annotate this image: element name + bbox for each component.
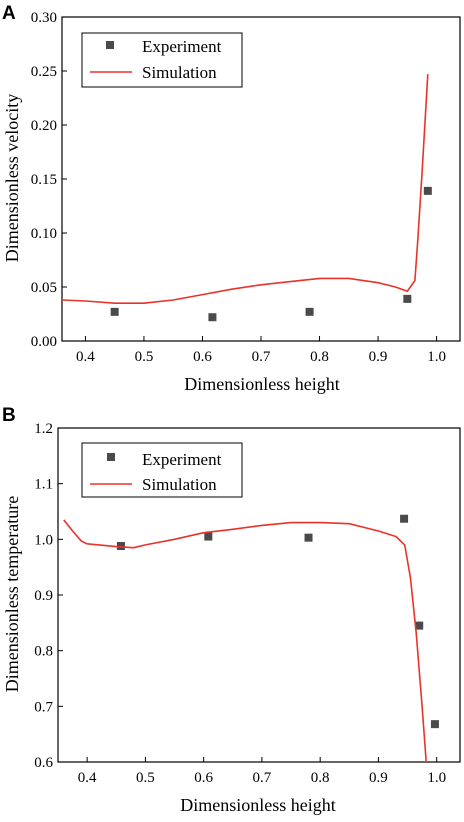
y-tick-label: 0.7	[34, 699, 53, 715]
x-tick-label: 0.9	[369, 349, 388, 365]
legend: Experiment Simulation	[81, 32, 243, 88]
experiment-point	[208, 313, 217, 322]
y-tick-label: 1.2	[34, 421, 53, 437]
x-axis-title: Dimensionless height	[184, 374, 340, 394]
legend-label-simulation: Simulation	[142, 475, 217, 494]
experiment-point	[304, 533, 313, 542]
y-tick-label: 0.10	[31, 226, 57, 242]
legend-box	[81, 442, 243, 498]
experiment-point	[305, 307, 314, 316]
simulation-line	[63, 519, 427, 762]
panel-label-b: B	[2, 405, 16, 426]
y-tick-label: 1.1	[34, 477, 53, 493]
y-tick-label: 0.20	[31, 118, 57, 134]
x-tick-label: 0.4	[78, 770, 97, 786]
y-axis-title: Dimensionless temperature	[2, 496, 22, 692]
panel-label-a: A	[2, 3, 16, 24]
x-tick-label: 0.6	[193, 349, 212, 365]
legend-box	[81, 32, 243, 88]
simulation-line	[62, 74, 429, 305]
x-tick-label: 0.9	[369, 770, 388, 786]
experiment-point	[204, 532, 213, 541]
legend: Experiment Simulation	[81, 442, 243, 498]
x-tick-label: 0.5	[135, 349, 154, 365]
legend-label-experiment: Experiment	[142, 37, 222, 56]
plot-area: 0.4 0.5 0.6 0.7 0.8 0.9 1.0 0.6 0.7 0.8 0.9 1.0 1.1 1…	[34, 421, 461, 786]
experiment-point	[110, 307, 119, 316]
x-tick-label: 0.4	[76, 349, 95, 365]
x-tick-label: 1.0	[427, 349, 446, 365]
y-tick-label: 0.05	[31, 280, 57, 296]
y-tick-label: 0.30	[31, 10, 57, 26]
y-tick-label: 0.25	[31, 64, 57, 80]
x-axis-title: Dimensionless height	[180, 795, 336, 815]
experiment-point	[116, 542, 125, 551]
experiment-point	[403, 294, 412, 303]
legend-marker-experiment	[107, 453, 115, 461]
x-tick-label: 1.0	[427, 770, 446, 786]
x-tick-label: 0.8	[310, 349, 329, 365]
y-tick-label: 0.9	[34, 588, 53, 604]
x-tick-label: 0.8	[311, 770, 330, 786]
legend-marker-experiment	[106, 41, 114, 49]
x-tick-label: 0.5	[136, 770, 155, 786]
y-axis-title: Dimensionless velocity	[2, 94, 22, 262]
x-tick-label: 0.7	[253, 770, 272, 786]
y-tick-label: 0.8	[34, 644, 53, 660]
chart-panel-a: A 0.4 0.5 0.6 0.7 0.8 0.9 1.00.000.050.100.150…	[2, 3, 461, 394]
x-tick-label: 0.7	[252, 349, 271, 365]
experiment-point	[400, 514, 409, 523]
experiment-point	[423, 186, 432, 195]
y-tick-label: 0.6	[34, 755, 53, 771]
experiment-point	[430, 720, 439, 729]
y-tick-label: 0.15	[31, 172, 57, 188]
x-tick-label: 0.6	[194, 770, 213, 786]
y-tick-label: 0.00	[31, 334, 57, 350]
plot-area: 0.4 0.5 0.6 0.7 0.8 0.9 1.0 0.00 0.05 0.10 0.15 0.2…	[31, 10, 461, 365]
chart-panel-b: B 0.4 0.5 0.6 0.7 0.8 0.9 1.0 0.6 0.7 0.8 0.9 1.0 1.…	[2, 405, 461, 815]
y-tick-label: 1.0	[34, 532, 53, 548]
legend-label-experiment: Experiment	[142, 450, 222, 469]
legend-label-simulation: Simulation	[142, 63, 217, 82]
experiment-point	[415, 621, 424, 630]
